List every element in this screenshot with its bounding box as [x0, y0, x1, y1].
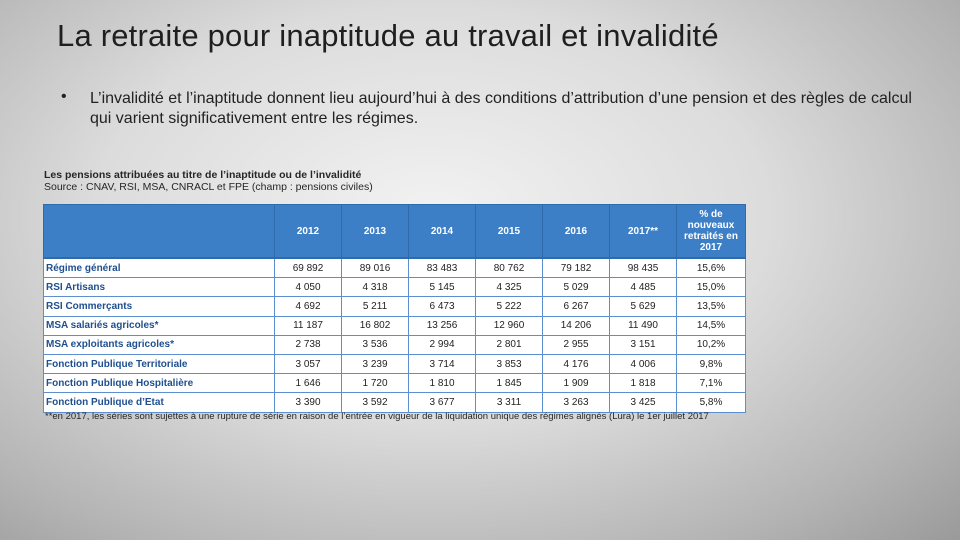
row-label: MSA salariés agricoles* [43, 315, 275, 336]
table-footnote: **en 2017, les séries sont sujettes à un… [45, 411, 709, 422]
table-cell: 15,6% [676, 257, 746, 279]
table-cell: 1 845 [475, 373, 543, 394]
table-cell: 1 810 [408, 373, 476, 394]
table-cell: 7,1% [676, 373, 746, 394]
table-cell: 69 892 [274, 257, 342, 279]
table-cell: 13,5% [676, 296, 746, 317]
table-cell: 2 738 [274, 334, 342, 355]
table-cell: 5,8% [676, 392, 746, 413]
table-cell: 4 692 [274, 296, 342, 317]
table-cell: 1 818 [609, 373, 677, 394]
table-cell: 3 536 [341, 334, 409, 355]
table-row: RSI Artisans 4 050 4 318 5 145 4 325 5 0… [43, 277, 746, 298]
header-cell-empty [43, 204, 275, 259]
table-header-row: 2012 2013 2014 2015 2016 2017** % de nou… [43, 204, 746, 259]
table-cell: 11 490 [609, 315, 677, 336]
table-cell: 3 390 [274, 392, 342, 413]
table-row: MSA salariés agricoles* 11 187 16 802 13… [43, 315, 746, 336]
table-row: Fonction Publique d’Etat 3 390 3 592 3 6… [43, 392, 746, 413]
table-cell: 2 994 [408, 334, 476, 355]
table-cell: 5 145 [408, 277, 476, 298]
table-cell: 4 176 [542, 353, 610, 375]
table-cell: 79 182 [542, 257, 610, 279]
table-cell: 11 187 [274, 315, 342, 336]
table-cell: 3 592 [341, 392, 409, 413]
table-title: Les pensions attribuées au titre de l’in… [44, 169, 362, 181]
table-row: Fonction Publique Territoriale 3 057 3 2… [43, 353, 746, 375]
table-cell: 6 267 [542, 296, 610, 317]
header-cell-2013: 2013 [341, 204, 409, 259]
table-cell: 3 853 [475, 353, 543, 375]
header-cell-2015: 2015 [475, 204, 543, 259]
table-cell: 14 206 [542, 315, 610, 336]
table-cell: 3 057 [274, 353, 342, 375]
pensions-table: 2012 2013 2014 2015 2016 2017** % de nou… [43, 204, 746, 413]
row-label: RSI Commerçants [43, 296, 275, 317]
table-row: RSI Commerçants 4 692 5 211 6 473 5 222 … [43, 296, 746, 317]
table-cell: 2 955 [542, 334, 610, 355]
table-cell: 15,0% [676, 277, 746, 298]
table-cell: 2 801 [475, 334, 543, 355]
header-cell-percent: % de nouveaux retraités en 2017 [676, 204, 746, 259]
table-cell: 3 151 [609, 334, 677, 355]
bullet-marker: • [61, 88, 67, 105]
table-cell: 12 960 [475, 315, 543, 336]
table-cell: 83 483 [408, 257, 476, 279]
table-row: MSA exploitants agricoles* 2 738 3 536 2… [43, 334, 746, 355]
table-cell: 3 425 [609, 392, 677, 413]
table-cell: 3 714 [408, 353, 476, 375]
header-cell-2016: 2016 [542, 204, 610, 259]
table-row: Fonction Publique Hospitalière 1 646 1 7… [43, 373, 746, 394]
row-label: MSA exploitants agricoles* [43, 334, 275, 355]
table-cell: 9,8% [676, 353, 746, 375]
header-cell-2017: 2017** [609, 204, 677, 259]
table-cell: 89 016 [341, 257, 409, 279]
row-label: Fonction Publique Hospitalière [43, 373, 275, 394]
table-source: Source : CNAV, RSI, MSA, CNRACL et FPE (… [44, 181, 373, 193]
table-cell: 5 222 [475, 296, 543, 317]
slide-title: La retraite pour inaptitude au travail e… [57, 18, 719, 53]
table-cell: 80 762 [475, 257, 543, 279]
table-cell: 16 802 [341, 315, 409, 336]
row-label: Fonction Publique Territoriale [43, 353, 275, 375]
table-cell: 1 909 [542, 373, 610, 394]
table-cell: 1 720 [341, 373, 409, 394]
row-label: Régime général [43, 257, 275, 279]
table-cell: 6 473 [408, 296, 476, 317]
row-label: Fonction Publique d’Etat [43, 392, 275, 413]
table-cell: 4 325 [475, 277, 543, 298]
table-cell: 5 029 [542, 277, 610, 298]
table-cell: 4 006 [609, 353, 677, 375]
table-cell: 98 435 [609, 257, 677, 279]
table-cell: 10,2% [676, 334, 746, 355]
row-label: RSI Artisans [43, 277, 275, 298]
table-cell: 4 318 [341, 277, 409, 298]
table-cell: 4 485 [609, 277, 677, 298]
table-cell: 4 050 [274, 277, 342, 298]
table-row: Régime général 69 892 89 016 83 483 80 7… [43, 257, 746, 279]
table-cell: 13 256 [408, 315, 476, 336]
table-cell: 3 677 [408, 392, 476, 413]
table-cell: 3 263 [542, 392, 610, 413]
table-cell: 3 311 [475, 392, 543, 413]
table-cell: 5 211 [341, 296, 409, 317]
table-cell: 14,5% [676, 315, 746, 336]
bullet-text: L’invalidité et l’inaptitude donnent lie… [90, 90, 912, 127]
table-cell: 3 239 [341, 353, 409, 375]
header-cell-2014: 2014 [408, 204, 476, 259]
table-cell: 1 646 [274, 373, 342, 394]
header-cell-2012: 2012 [274, 204, 342, 259]
table-cell: 5 629 [609, 296, 677, 317]
